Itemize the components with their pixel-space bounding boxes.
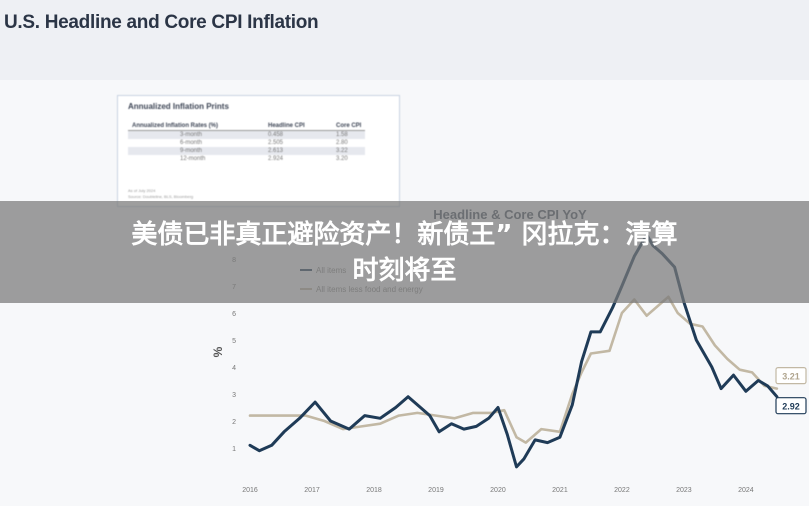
y-tick-label: 3 bbox=[232, 392, 236, 399]
x-tick-label: 2024 bbox=[738, 487, 754, 494]
x-tick-label: 2020 bbox=[490, 487, 506, 494]
x-tick-label: 2018 bbox=[366, 487, 382, 494]
banner-line-2: 时刻将至 bbox=[20, 253, 789, 289]
y-tick-label: 5 bbox=[232, 338, 236, 345]
core-end-label: 3.21 bbox=[782, 372, 800, 382]
x-tick-label: 2017 bbox=[304, 487, 320, 494]
y-tick-label: 6 bbox=[232, 311, 236, 318]
headline-end-label: 2.92 bbox=[782, 402, 800, 412]
y-tick-label: 4 bbox=[232, 365, 236, 372]
x-tick-label: 2022 bbox=[614, 487, 630, 494]
banner-line-1: 美债已非真正避险资产！新债王” 冈拉克：清算 bbox=[20, 217, 789, 253]
x-tick-label: 2019 bbox=[428, 487, 444, 494]
y-axis-label: % bbox=[211, 346, 225, 357]
y-tick-label: 2 bbox=[232, 419, 236, 426]
headline-banner-text: 美债已非真正避险资产！新债王” 冈拉克：清算 时刻将至 bbox=[20, 217, 789, 289]
y-tick-label: 1 bbox=[232, 446, 236, 453]
x-tick-label: 2016 bbox=[242, 487, 258, 494]
x-tick-label: 2023 bbox=[676, 487, 692, 494]
x-tick-label: 2021 bbox=[552, 487, 568, 494]
